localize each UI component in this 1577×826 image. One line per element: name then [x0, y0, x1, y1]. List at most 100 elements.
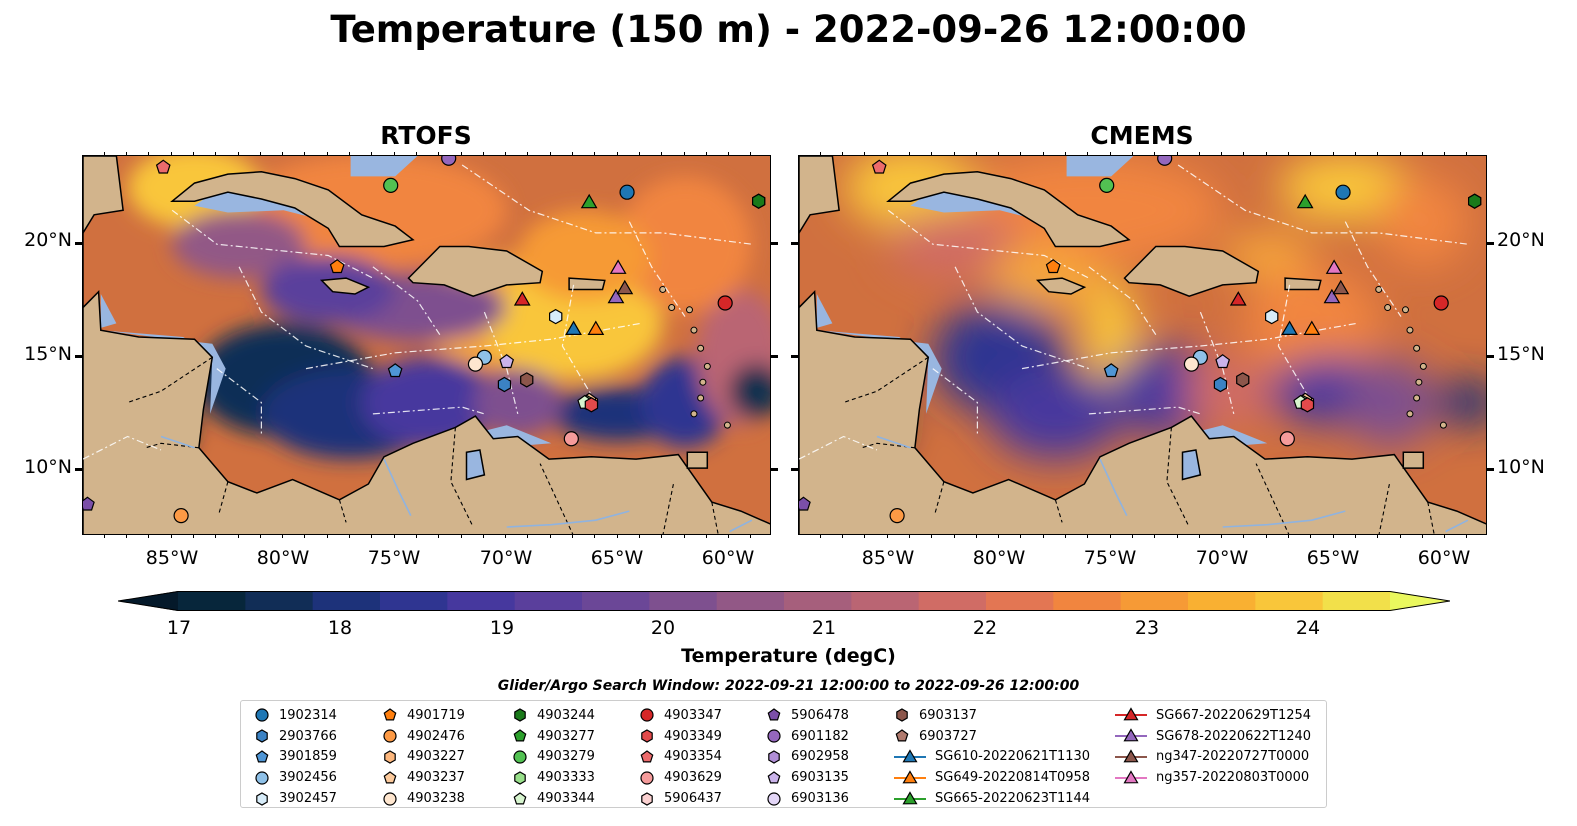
observation-marker-SG667-20220629T1254: [513, 291, 531, 306]
tick-mark: [1354, 535, 1356, 538]
jamaica-land: [1035, 277, 1087, 295]
tick-mark: [371, 535, 373, 538]
legend-symbol: [767, 729, 781, 743]
trinidad-land: [686, 451, 709, 469]
tick-mark: [616, 535, 618, 538]
island: [697, 394, 705, 402]
legend-symbol: [894, 790, 926, 804]
tick-mark: [192, 152, 194, 155]
legend-symbol: [1115, 728, 1147, 742]
x-tick-label: 60°W: [701, 547, 755, 569]
tick-mark: [1265, 535, 1267, 538]
colorbar-segment: [986, 591, 1054, 611]
observation-marker-6901182: [441, 156, 457, 166]
eez-boundary: [83, 435, 162, 460]
legend-symbol: [767, 708, 781, 721]
tick-mark: [791, 241, 798, 245]
panel-title-cmems: CMEMS: [1090, 121, 1194, 150]
tick-mark: [864, 152, 866, 155]
x-tick-label: 65°W: [590, 547, 644, 569]
tick-mark: [438, 152, 440, 155]
tick-mark: [1243, 535, 1245, 538]
tick-mark: [1109, 152, 1111, 155]
legend-column: 4903244 4903277 4903279 4903333 4903344: [511, 705, 595, 809]
tick-mark: [505, 535, 507, 538]
legend-label: 5906478: [791, 707, 849, 723]
legend-marker: [1123, 770, 1139, 784]
island: [1419, 362, 1427, 370]
tick-mark: [1354, 152, 1356, 155]
tick-mark: [1221, 535, 1223, 538]
legend-marker: [641, 729, 653, 743]
x-tick-label: 75°W: [367, 547, 421, 569]
colorbar-segment: [1188, 591, 1256, 611]
legend-item: 6902958: [765, 747, 849, 768]
legend-marker: [513, 791, 527, 805]
legend-item: 6901182: [765, 726, 849, 747]
observation-marker-6903135: [1215, 354, 1231, 369]
tick-mark: [282, 535, 284, 538]
legend-column: 6903137 6903727 SG610-20220621T1130 SG649-2…: [893, 705, 1090, 809]
colorbar-segment: [178, 591, 246, 611]
legend-symbol: [896, 708, 908, 723]
observation-marker-4903347: [1433, 295, 1449, 311]
tick-mark: [549, 152, 551, 155]
country-border: [861, 442, 915, 449]
legend-symbol: [894, 770, 926, 784]
colorbar-segment: [918, 591, 987, 611]
observation-marker-ng357-20220803T0000: [609, 259, 627, 274]
tick-mark: [215, 152, 217, 155]
island: [1413, 344, 1421, 352]
legend-marker: [383, 708, 397, 721]
observation-marker-SG610-20220621T1130: [565, 320, 582, 335]
tick-mark: [304, 535, 306, 538]
legend-symbol: [640, 771, 654, 785]
legend-label: 6902958: [791, 749, 849, 765]
tick-mark: [1332, 535, 1334, 538]
y-tick-label-right: 10°N: [1497, 456, 1545, 478]
tick-mark: [393, 152, 395, 155]
eez-boundary: [1199, 311, 1235, 415]
colorbar-segment: [380, 591, 448, 611]
eez-boundary: [238, 266, 374, 370]
observation-marker-4903238: [1183, 356, 1200, 372]
tick-mark: [728, 152, 730, 155]
tick-mark: [594, 152, 596, 155]
country-border: [218, 481, 229, 514]
eez-boundary: [932, 368, 978, 437]
shallow-shelf: [816, 294, 833, 328]
island: [703, 362, 711, 370]
eez-boundary: [561, 284, 597, 403]
tick-mark: [527, 535, 529, 538]
legend-item: 6903137: [893, 705, 1090, 726]
legend-item: SG678-20220622T1240: [1114, 726, 1311, 747]
colorbar-extend-high: [1390, 591, 1450, 611]
tick-mark: [259, 535, 261, 538]
tick-mark: [1221, 152, 1223, 155]
colorbar-outline: [118, 591, 1450, 611]
legend-symbol: [895, 729, 909, 742]
tick-mark: [998, 535, 1000, 538]
tick-mark: [237, 152, 239, 155]
tick-mark: [975, 535, 977, 538]
tick-mark: [1399, 535, 1401, 538]
legend-marker: [767, 771, 781, 784]
legend-marker: [383, 771, 397, 784]
legend-symbol: [513, 729, 527, 742]
legend-marker: [902, 790, 918, 804]
legend-item: 2903766: [253, 726, 337, 747]
island: [1384, 304, 1392, 312]
colorbar-segment: [784, 591, 852, 611]
legend-item: 4903354: [638, 747, 722, 768]
legend-marker: [767, 729, 781, 743]
legend-marker: [256, 729, 268, 743]
tick-mark: [215, 535, 217, 538]
legend-symbol: [255, 708, 269, 722]
legend-item: 4903277: [511, 726, 595, 747]
observation-marker-4903244: [1467, 193, 1482, 209]
country-border: [1255, 463, 1290, 534]
colorbar-tick-label: 20: [650, 617, 676, 639]
observation-marker-6903137: [520, 372, 534, 388]
yucatan-top-land: [83, 156, 124, 235]
legend-marker: [383, 791, 397, 806]
